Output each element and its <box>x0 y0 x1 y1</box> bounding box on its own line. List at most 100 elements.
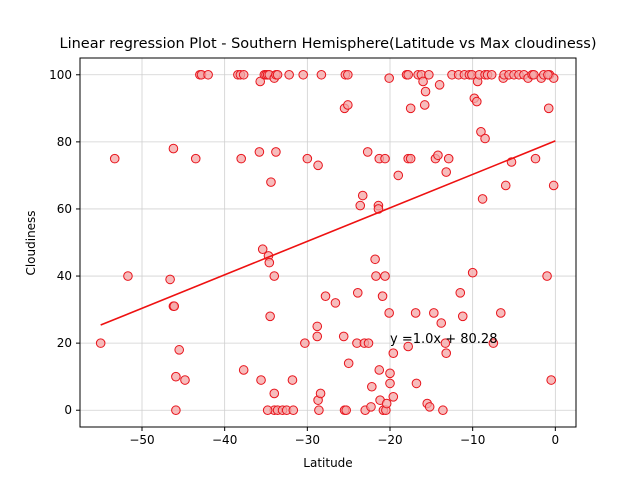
data-point <box>264 257 275 268</box>
data-point <box>254 147 265 157</box>
data-point <box>266 177 276 187</box>
data-point <box>374 365 385 375</box>
data-point <box>174 345 184 355</box>
y-axis-label: Cloudiness <box>24 210 38 275</box>
x-tick-label: 0 <box>552 433 560 447</box>
data-point <box>438 405 448 416</box>
data-point <box>357 190 368 201</box>
data-point <box>314 405 324 416</box>
data-point <box>302 153 313 164</box>
data-point <box>419 100 430 110</box>
data-point <box>548 180 559 191</box>
data-point <box>256 375 266 385</box>
data-point <box>123 271 133 281</box>
data-point <box>403 341 413 352</box>
data-point <box>467 267 478 278</box>
data-point <box>546 375 557 385</box>
data-point <box>338 331 349 342</box>
y-tick-label: 0 <box>64 403 72 417</box>
grid-lines <box>80 58 576 427</box>
regression-equation: y =1.0x + 80.28 <box>390 332 497 347</box>
data-point <box>298 69 309 80</box>
chart-title: Linear regression Plot - Southern Hemisp… <box>59 36 596 52</box>
data-point <box>355 200 366 211</box>
data-point <box>486 69 497 80</box>
x-tick-label: −10 <box>460 433 485 447</box>
data-point <box>300 338 310 348</box>
data-point <box>312 321 323 332</box>
data-point <box>343 69 353 80</box>
data-point <box>418 76 428 87</box>
data-points <box>95 69 559 416</box>
data-point <box>543 69 553 80</box>
x-tick-label: −20 <box>377 433 402 447</box>
data-point <box>457 311 468 322</box>
data-point <box>109 153 120 164</box>
data-point <box>269 271 280 281</box>
data-point <box>429 308 439 318</box>
x-tick-label: −40 <box>212 433 237 447</box>
data-point <box>190 153 201 164</box>
y-tick-label: 60 <box>57 202 72 216</box>
data-point <box>168 143 179 154</box>
data-point <box>385 378 395 389</box>
data-point <box>384 308 394 318</box>
data-point <box>384 73 394 83</box>
data-point <box>543 103 554 114</box>
data-point <box>370 254 380 265</box>
y-tick-label: 80 <box>57 135 72 149</box>
data-point <box>500 180 511 191</box>
data-point <box>315 388 326 399</box>
y-tick-label: 20 <box>57 336 72 350</box>
data-point <box>257 244 268 255</box>
regression-line <box>100 140 556 326</box>
data-point <box>410 308 421 318</box>
y-tick-label: 100 <box>49 68 72 82</box>
data-point <box>440 338 451 348</box>
data-point <box>95 338 106 348</box>
data-point <box>269 388 280 399</box>
data-point <box>363 338 374 348</box>
data-point <box>436 318 447 328</box>
data-point <box>433 150 443 161</box>
data-point <box>238 69 249 80</box>
data-point <box>165 274 175 285</box>
data-point <box>236 153 246 164</box>
data-point <box>477 194 488 204</box>
data-point <box>262 405 273 416</box>
plot-frame <box>79 57 577 428</box>
data-point <box>284 69 294 80</box>
data-point <box>455 288 466 298</box>
data-point <box>366 402 376 412</box>
y-tick-label: 40 <box>57 269 72 283</box>
data-point <box>388 348 399 359</box>
data-point <box>362 147 373 157</box>
data-point <box>420 86 431 97</box>
data-point <box>488 338 499 348</box>
x-tick-label: −50 <box>129 433 154 447</box>
data-point <box>542 271 552 281</box>
data-point <box>424 69 434 80</box>
data-point <box>377 291 388 301</box>
data-point <box>472 96 482 107</box>
data-point <box>343 100 353 110</box>
data-point <box>424 402 435 412</box>
data-point <box>287 375 298 385</box>
data-point <box>441 348 452 359</box>
data-point <box>271 147 281 157</box>
data-point <box>367 381 377 392</box>
data-point <box>272 69 283 80</box>
data-point <box>171 371 181 382</box>
data-point <box>171 405 181 416</box>
data-point <box>443 153 454 164</box>
data-point <box>381 398 392 409</box>
data-point <box>343 358 354 369</box>
data-point <box>393 170 404 181</box>
data-point <box>238 365 249 375</box>
data-point <box>411 378 422 389</box>
data-point <box>371 271 381 281</box>
x-axis-ticks: −50 −40 −30 −20 −10 0 <box>129 427 559 447</box>
data-point <box>434 80 445 90</box>
data-point <box>495 308 506 318</box>
